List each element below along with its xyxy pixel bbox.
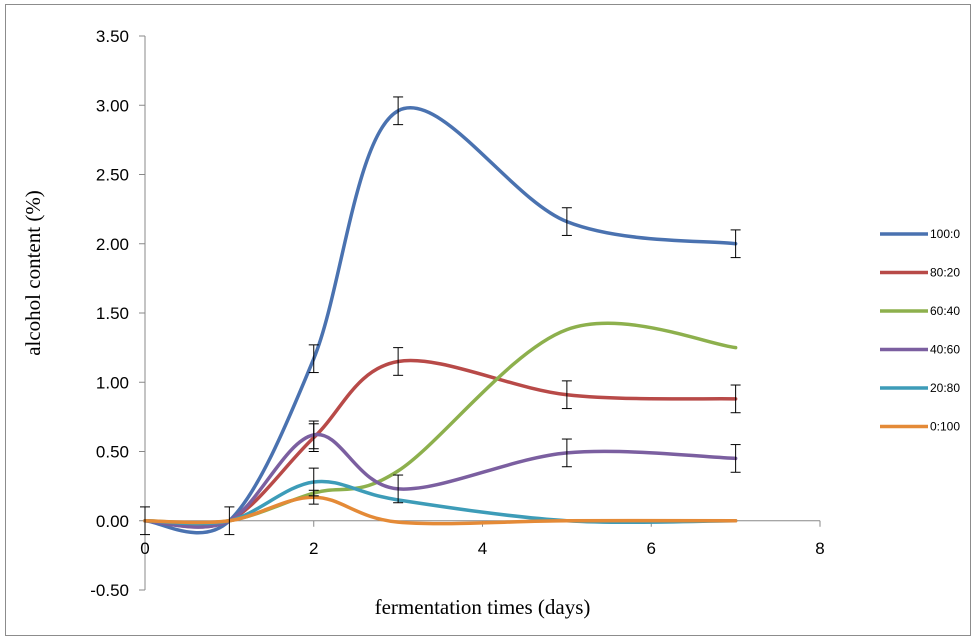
error-bar-40-60 (308, 420, 319, 450)
legend-label-20-80: 20:80 (930, 381, 960, 395)
x-tick-label: 6 (647, 539, 656, 558)
series-line-40-60 (143, 433, 738, 529)
series-line-60-40 (143, 321, 738, 525)
y-tick-label: 3.00 (96, 96, 129, 115)
y-tick-label: 0.00 (96, 512, 129, 531)
series-line-100-0 (143, 106, 738, 535)
legend-label-40-60: 40:60 (930, 343, 960, 357)
x-tick-label: 0 (140, 539, 149, 558)
error-bar-40-60 (730, 444, 741, 473)
y-tick-label: 3.50 (96, 27, 129, 46)
y-tick-label: 1.50 (96, 304, 129, 323)
error-bar-100-0 (224, 506, 235, 536)
series-line-0-100 (143, 495, 738, 526)
y-tick-label: -0.50 (90, 581, 129, 600)
error-bar-100-0 (140, 506, 150, 536)
legend-label-100-0: 100:0 (930, 227, 960, 241)
x-tick-label: 4 (478, 539, 487, 558)
error-bar-100-0 (561, 207, 572, 236)
y-axis-title: alcohol content (%) (21, 190, 45, 356)
legend-label-60-40: 60:40 (930, 304, 960, 318)
x-axis-title: fermentation times (days) (375, 595, 591, 619)
y-tick-label: 1.00 (96, 373, 129, 392)
error-bar-0-100 (308, 489, 319, 505)
error-bar-100-0 (730, 229, 741, 259)
y-tick-label: 0.50 (96, 443, 129, 462)
error-bar-40-60 (393, 474, 404, 504)
chart-frame (5, 4, 971, 636)
error-bar-40-60 (561, 438, 572, 468)
legend-label-80-20: 80:20 (930, 266, 960, 280)
x-tick-label: 8 (815, 539, 824, 558)
legend-label-0-100: 0:100 (930, 420, 960, 434)
y-tick-label: 2.50 (96, 166, 129, 185)
error-bar-100-0 (308, 344, 319, 374)
error-bar-100-0 (393, 96, 404, 126)
series-line-80-20 (143, 358, 738, 529)
x-tick-label: 2 (309, 539, 318, 558)
error-bar-80-20 (730, 384, 741, 414)
error-bar-80-20 (393, 347, 404, 376)
y-tick-label: 2.00 (96, 235, 129, 254)
error-bar-80-20 (561, 380, 572, 410)
